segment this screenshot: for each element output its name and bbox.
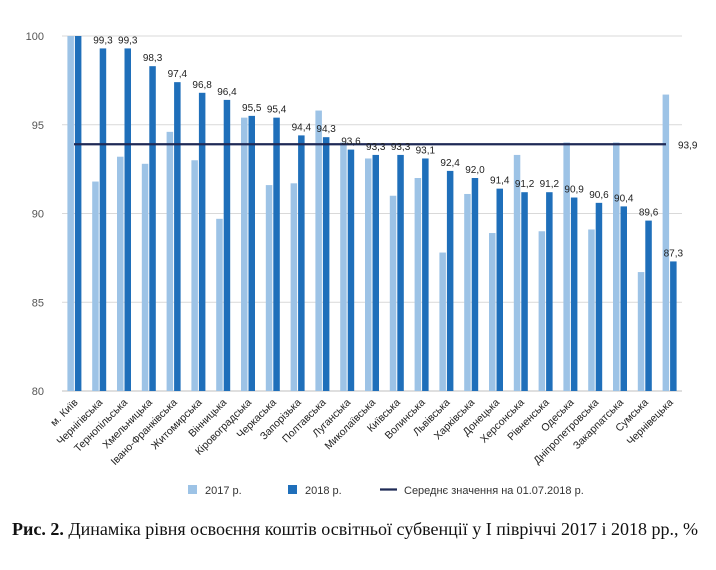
- y-axis-tick-labels: 80 85 90 95 100: [26, 31, 44, 398]
- bar-2018: [471, 178, 479, 391]
- data-label-2018: 94,4: [292, 122, 312, 133]
- data-label-2018: 95,4: [267, 105, 287, 116]
- average-line-label: 93,9: [678, 140, 698, 151]
- data-label-2018: 90,6: [589, 190, 609, 201]
- bar-2018: [521, 192, 528, 391]
- data-label-2018: 87,3: [664, 248, 684, 259]
- bar-2018: [372, 154, 379, 391]
- bar-2018: [248, 115, 255, 391]
- bar-2018: [322, 137, 330, 391]
- bar-2018: [670, 261, 677, 391]
- data-label-2018: 93,6: [341, 137, 361, 148]
- bar-2017: [464, 193, 471, 391]
- bar-2017: [265, 185, 273, 391]
- bar-2017: [414, 178, 422, 391]
- bar-2018: [496, 188, 503, 391]
- bar-2017: [67, 36, 74, 391]
- bar-2018: [422, 158, 429, 391]
- bar-2017: [315, 110, 322, 392]
- bar-2017: [513, 154, 521, 391]
- bar-2018: [595, 202, 603, 391]
- bar-2018: [223, 99, 231, 392]
- bar-2017: [166, 131, 174, 391]
- y-tick-label: 90: [32, 209, 44, 221]
- data-label-2018: 99,3: [118, 35, 138, 46]
- legend-label-2018: 2018 р.: [305, 485, 342, 497]
- bar-2018: [546, 192, 553, 391]
- bar-2017: [117, 156, 124, 391]
- y-tick-label: 100: [26, 31, 44, 43]
- y-tick-label: 80: [32, 386, 44, 398]
- gridlines: [62, 35, 682, 392]
- data-label-2018: 97,4: [168, 69, 188, 80]
- figure-caption: Рис. 2. Динаміка рівня освоєння коштів о…: [12, 517, 708, 541]
- legend: 2017 р. 2018 р. Середнє значення на 01.07.…: [188, 485, 584, 497]
- chart: 80 85 90 95 100 99,3 99,3 98,3 97,4 96,8 96,4 95,5…: [26, 31, 698, 497]
- data-label-2018: 93,3: [366, 142, 386, 153]
- data-label-2018: 90,9: [564, 185, 584, 196]
- caption-text: Динаміка рівня освоєння коштів освітньої…: [63, 519, 698, 539]
- bar-2017: [241, 117, 248, 392]
- bar-2018: [446, 170, 454, 391]
- legend-label-average: Середнє значення на 01.07.2018 р.: [404, 485, 584, 497]
- bar-2018: [149, 66, 156, 392]
- bars: [67, 36, 677, 392]
- bar-2017: [141, 163, 149, 391]
- data-label-2018: 91,4: [490, 176, 510, 187]
- bar-2017: [191, 160, 198, 391]
- legend-label-2017: 2017 р.: [205, 485, 242, 497]
- bar-2018: [620, 206, 627, 391]
- data-label-2018: 92,4: [440, 158, 460, 169]
- data-label-2018: 93,1: [416, 145, 436, 156]
- data-label-2018: 99,3: [93, 35, 113, 46]
- bar-2017: [340, 142, 347, 391]
- data-label-2018: 94,3: [316, 124, 336, 135]
- data-labels: 99,3 99,3 98,3 97,4 96,8 96,4 95,5 95,4 94,4 94,3…: [93, 35, 698, 259]
- bar-2018: [397, 154, 404, 391]
- bar-2017: [439, 252, 446, 391]
- bar-2017: [365, 158, 372, 391]
- bar-2017: [588, 229, 595, 391]
- bar-2018: [273, 117, 280, 392]
- bar-2018: [347, 149, 355, 391]
- data-label-2018: 98,3: [143, 53, 163, 64]
- bar-2018: [198, 92, 206, 392]
- bar-2017: [563, 142, 570, 391]
- bar-2018: [645, 220, 652, 391]
- data-label-2018: 96,8: [192, 80, 212, 91]
- data-label-2018: 89,6: [639, 208, 659, 219]
- data-label-2018: 96,4: [217, 87, 237, 98]
- legend-swatch-2018: [288, 485, 297, 494]
- bar-2018: [74, 36, 82, 391]
- bar-2018: [298, 135, 305, 391]
- bar-2018: [124, 48, 131, 392]
- legend-swatch-2017: [188, 485, 197, 494]
- data-label-2018: 93,3: [391, 142, 411, 153]
- bar-2017: [92, 181, 99, 391]
- bar-2018: [174, 82, 181, 392]
- bar-2017: [389, 195, 397, 391]
- data-label-2018: 90,4: [614, 193, 634, 204]
- bar-2017: [662, 94, 670, 391]
- bar-2017: [637, 272, 645, 391]
- data-label-2018: 91,2: [515, 179, 535, 190]
- bar-2017: [613, 142, 620, 391]
- data-label-2018: 91,2: [540, 179, 560, 190]
- bar-2018: [570, 197, 578, 391]
- bar-2017: [538, 231, 546, 391]
- bar-2017: [489, 233, 496, 391]
- y-tick-label: 95: [32, 120, 44, 132]
- bar-2018: [99, 48, 107, 392]
- caption-prefix: Рис. 2.: [12, 519, 64, 539]
- x-axis-category-labels: м. КиївЧернігівськаТернопільськаХмельниц…: [48, 396, 676, 467]
- y-tick-label: 85: [32, 297, 44, 309]
- bar-2017: [216, 218, 223, 391]
- data-label-2018: 92,0: [465, 165, 485, 176]
- bar-2017: [290, 183, 298, 391]
- data-label-2018: 95,5: [242, 103, 262, 114]
